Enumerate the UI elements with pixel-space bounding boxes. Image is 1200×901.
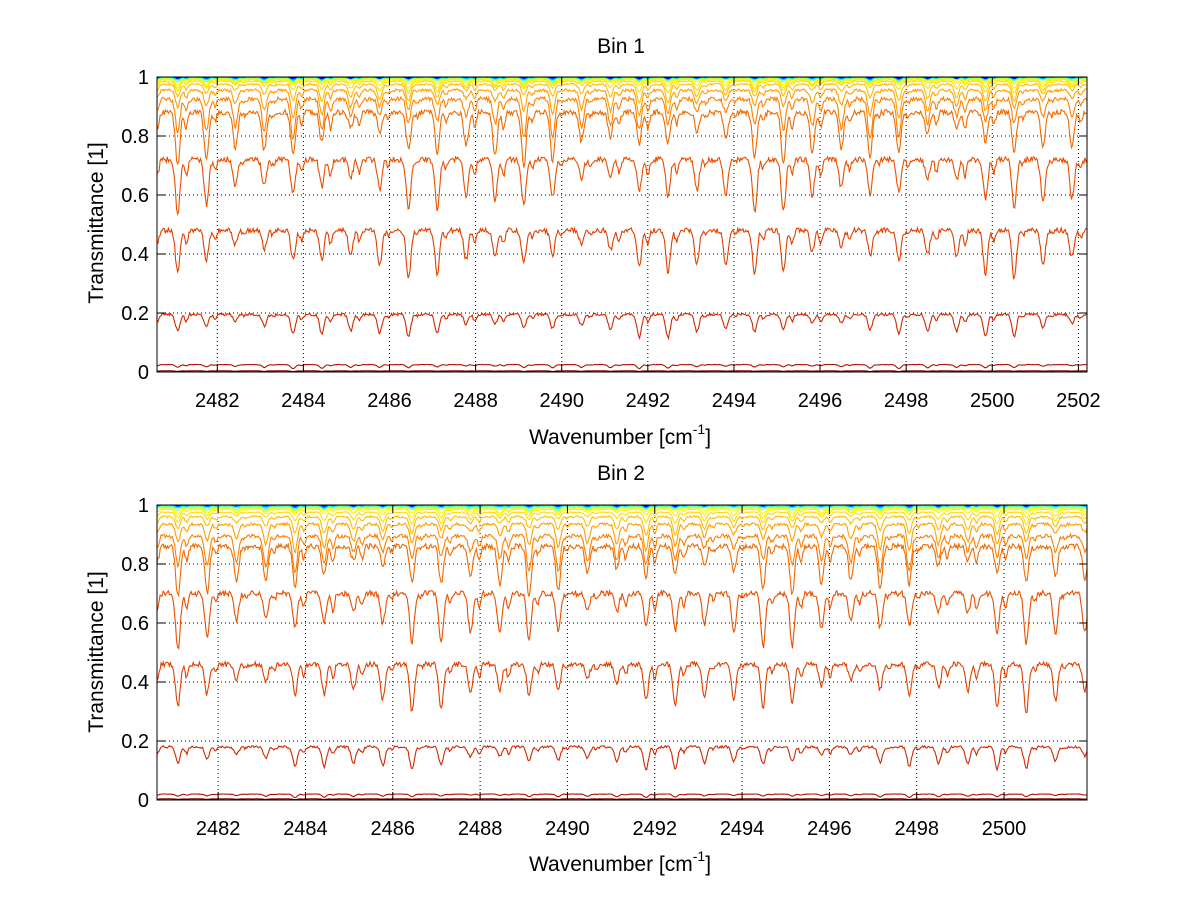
x-axis-label-superscript: -1 <box>693 848 706 864</box>
y-tick-label: 0.8 <box>121 126 149 148</box>
x-tick-label: 2494 <box>712 390 757 412</box>
x-axis-label: Wavenumber [cm-1] <box>529 848 711 876</box>
x-axis-label-text: Wavenumber [cm <box>529 853 693 876</box>
x-tick-label: 2488 <box>453 390 498 412</box>
x-axis-label-close: ] <box>705 853 711 876</box>
x-tick-label: 2490 <box>539 390 584 412</box>
series-line-14 <box>156 659 1088 714</box>
x-tick-label: 2494 <box>720 818 765 840</box>
chart-bin-1: Bin 1 2482 2484 2486 2488 2490 2492 2494 2496 24… <box>85 35 1101 449</box>
series-line-12 <box>156 541 1088 598</box>
series-lines <box>156 76 1088 373</box>
x-tick-label: 2498 <box>894 818 939 840</box>
series-line-5 <box>156 506 1088 512</box>
chart-title: Bin 1 <box>597 35 645 58</box>
y-tick-label: 0.6 <box>121 185 149 207</box>
x-tick-label: 2492 <box>632 818 677 840</box>
chart-title: Bin 2 <box>597 462 645 485</box>
x-tick-label: 2500 <box>970 390 1015 412</box>
y-tick-label: 0.4 <box>121 244 149 266</box>
series-line-14 <box>156 225 1088 280</box>
x-axis-label-text: Wavenumber [cm <box>529 426 693 449</box>
series-line-7 <box>156 78 1088 90</box>
x-tick-label: 2496 <box>807 818 852 840</box>
x-tick-label: 2492 <box>626 390 671 412</box>
x-tick-label: 2482 <box>195 390 240 412</box>
axes <box>156 504 1088 801</box>
x-tick-label: 2496 <box>798 390 843 412</box>
x-tick-label: 2500 <box>982 818 1027 840</box>
series-line-9 <box>156 514 1088 536</box>
x-axis-label-close: ] <box>705 426 711 449</box>
series-line-9 <box>156 82 1088 105</box>
x-tick-label: 2490 <box>545 818 590 840</box>
x-axis-label-superscript: -1 <box>693 421 706 437</box>
y-tick-label: 0.2 <box>121 303 149 325</box>
x-tick-label: 2486 <box>371 818 416 840</box>
series-line-11 <box>156 532 1088 574</box>
series-line-7 <box>156 508 1088 519</box>
y-tick-label: 0.2 <box>121 731 149 753</box>
series-line-16 <box>156 363 1088 370</box>
axes-frame <box>156 76 1088 373</box>
series-line-13 <box>156 588 1088 650</box>
y-tick-label: 0.6 <box>121 613 149 635</box>
y-axis-label: Transmittance [1] <box>85 142 108 303</box>
series-line-8 <box>156 80 1087 95</box>
series-line-15 <box>156 312 1088 341</box>
series-line-13 <box>156 155 1088 217</box>
series-line-11 <box>156 95 1088 140</box>
chart-bin-2: Bin 2 2482 2484 2486 2488 2490 2492 2494 2496 24… <box>85 462 1088 876</box>
axes <box>156 76 1088 373</box>
tick-labels: 2482 2484 2486 2488 2490 2492 2494 2496 2498 2500… <box>121 67 1100 412</box>
x-tick-label: 2484 <box>281 390 326 412</box>
series-line-15 <box>156 744 1088 772</box>
series-line-16 <box>156 793 1088 799</box>
y-tick-label: 0.4 <box>121 672 149 694</box>
x-tick-label: 2484 <box>283 818 328 840</box>
y-tick-label: 0.8 <box>121 554 149 576</box>
y-axis-label: Transmittance [1] <box>85 571 108 732</box>
x-tick-label: 2488 <box>458 818 503 840</box>
tick-labels: 2482 2484 2486 2488 2490 2492 2494 2496 2498 2500… <box>121 495 1026 840</box>
x-axis-label: Wavenumber [cm-1] <box>529 421 711 449</box>
series-line-12 <box>156 107 1088 168</box>
x-tick-label: 2498 <box>884 390 929 412</box>
x-tick-label: 2482 <box>196 818 241 840</box>
y-tick-label: 1 <box>138 495 149 517</box>
series-line-10 <box>156 87 1088 119</box>
x-tick-label: 2502 <box>1056 390 1101 412</box>
y-tick-label: 0 <box>138 790 149 812</box>
y-tick-label: 1 <box>138 67 149 89</box>
series-line-17 <box>157 370 1088 373</box>
series-line-6 <box>156 506 1088 515</box>
x-tick-label: 2486 <box>367 390 412 412</box>
series-line-8 <box>156 511 1088 526</box>
series-line-10 <box>156 521 1088 554</box>
axes-frame <box>156 504 1088 801</box>
series-line-17 <box>157 798 1088 801</box>
y-tick-label: 0 <box>138 362 149 384</box>
